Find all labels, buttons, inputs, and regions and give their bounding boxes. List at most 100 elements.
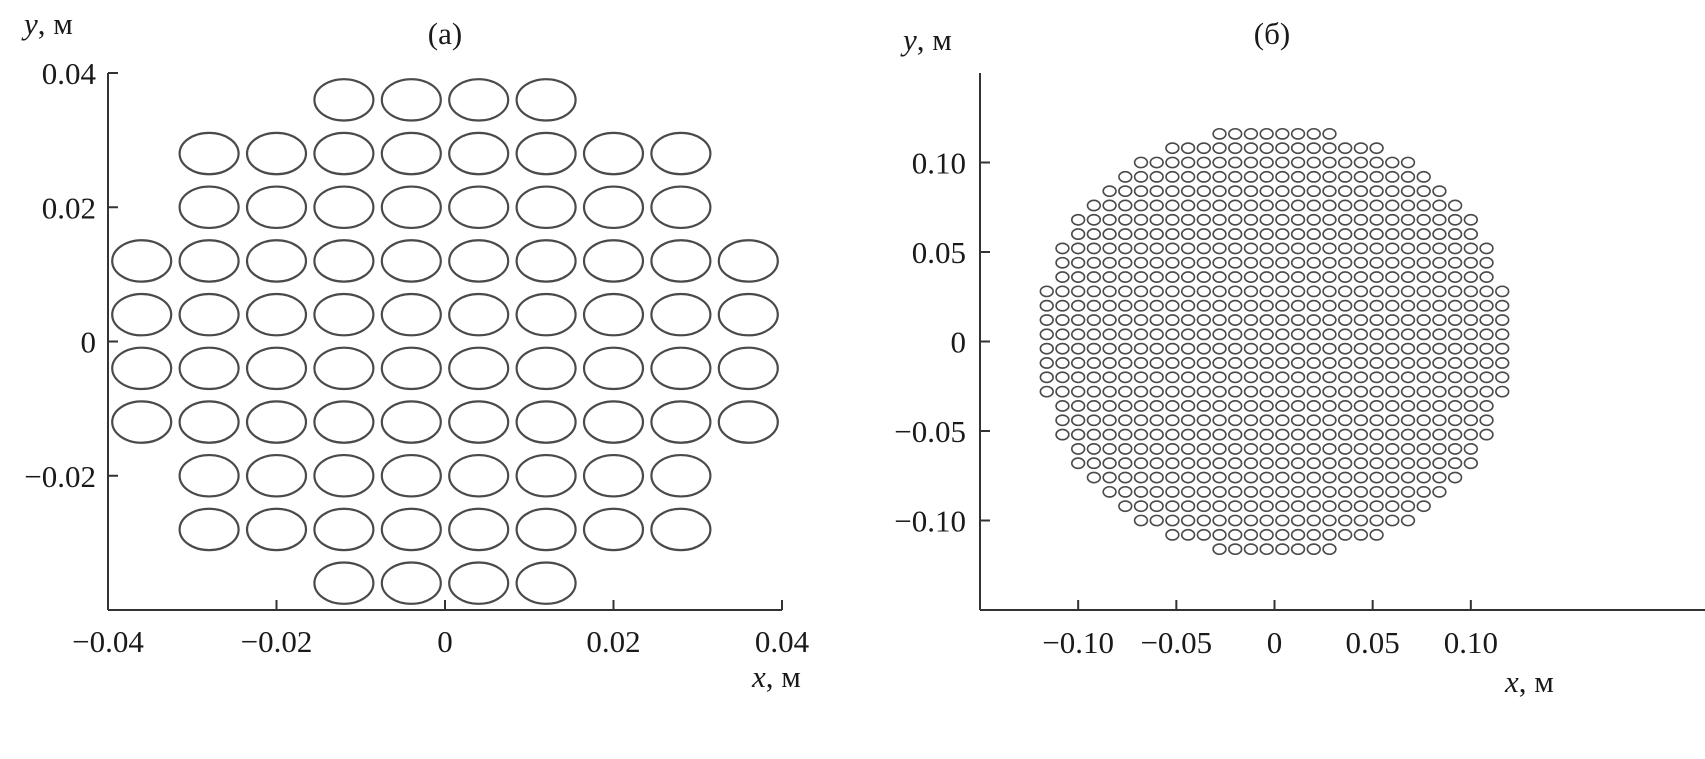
data-point	[1228, 156, 1243, 169]
data-point	[1133, 170, 1149, 183]
data-point	[515, 239, 577, 283]
data-point	[1479, 256, 1494, 269]
data-point	[1243, 170, 1259, 183]
data-point	[1243, 543, 1259, 556]
data-point	[1243, 414, 1259, 427]
data-point	[1243, 242, 1259, 255]
data-point	[1259, 457, 1274, 470]
data-point	[582, 239, 645, 283]
data-point	[1228, 185, 1243, 198]
data-point	[1180, 457, 1196, 470]
data-point	[1322, 485, 1337, 498]
data-point	[1322, 256, 1337, 269]
data-point	[1243, 500, 1259, 513]
data-point	[1447, 400, 1463, 412]
data-point	[1228, 170, 1243, 183]
data-point	[1306, 471, 1321, 484]
data-point	[1447, 199, 1463, 212]
data-point	[1180, 342, 1196, 355]
data-point	[1259, 371, 1274, 384]
data-point	[1479, 328, 1494, 341]
data-point	[1180, 256, 1196, 269]
data-point	[1149, 328, 1164, 341]
data-point	[1196, 199, 1212, 212]
data-point	[1385, 400, 1400, 412]
data-point	[1228, 471, 1243, 484]
data-point	[1259, 271, 1274, 283]
data-point	[1432, 328, 1447, 341]
data-point	[1275, 314, 1290, 326]
data-point	[1337, 471, 1353, 484]
data-point	[1369, 328, 1384, 341]
data-point	[717, 239, 779, 283]
data-point	[1322, 400, 1337, 412]
data-point	[1102, 271, 1117, 283]
data-point	[1243, 428, 1259, 441]
data-point	[1102, 256, 1117, 269]
data-point	[1416, 170, 1431, 183]
data-point	[1290, 357, 1306, 369]
data-point	[1259, 428, 1274, 441]
data-point	[1243, 213, 1259, 226]
data-point	[1400, 299, 1416, 312]
data-point	[1447, 357, 1463, 369]
x-tick-label: −0.04	[72, 624, 144, 659]
data-point	[1416, 442, 1431, 455]
data-point	[1400, 228, 1416, 241]
data-point	[1055, 357, 1070, 369]
data-point	[1479, 428, 1494, 441]
data-point	[1133, 342, 1149, 355]
data-point	[1479, 342, 1494, 355]
x-tick-label: −0.02	[241, 624, 313, 659]
data-point	[1290, 242, 1306, 255]
data-point	[1149, 400, 1164, 412]
data-point	[1243, 400, 1259, 412]
data-point	[1479, 299, 1494, 312]
data-point	[1118, 428, 1133, 441]
data-point	[1275, 500, 1290, 513]
data-point	[1149, 271, 1164, 283]
data-point	[1196, 500, 1212, 513]
data-point	[1337, 142, 1353, 155]
data-point	[1228, 385, 1243, 398]
data-point	[1447, 285, 1463, 298]
data-point	[1322, 414, 1337, 427]
data-point	[448, 561, 510, 605]
data-point	[1479, 285, 1494, 298]
data-point	[1353, 385, 1369, 398]
data-point	[1306, 299, 1321, 312]
data-point	[1385, 357, 1400, 369]
data-point	[1133, 156, 1149, 169]
data-point	[1447, 342, 1463, 355]
data-point	[313, 239, 375, 283]
data-point	[380, 507, 442, 552]
data-point	[1180, 314, 1196, 326]
data-point	[1432, 242, 1447, 255]
data-point	[1243, 528, 1259, 541]
data-point	[1369, 228, 1384, 241]
y-tick-label: −0.02	[24, 459, 96, 494]
data-point	[1432, 414, 1447, 427]
data-point	[1275, 242, 1290, 255]
data-point	[1353, 256, 1369, 269]
data-point	[582, 400, 645, 444]
data-point	[1039, 314, 1054, 326]
data-point	[650, 292, 712, 337]
data-point	[1055, 371, 1070, 384]
data-point	[1416, 414, 1431, 427]
data-point	[1196, 357, 1212, 369]
data-point	[1400, 242, 1416, 255]
data-point	[1070, 271, 1086, 283]
data-point	[1275, 385, 1290, 398]
data-point	[1243, 371, 1259, 384]
data-point	[1337, 199, 1353, 212]
data-point	[1416, 271, 1431, 283]
data-point	[1180, 385, 1196, 398]
data-point	[1447, 457, 1463, 470]
data-point	[448, 292, 510, 337]
data-point	[1322, 242, 1337, 255]
data-point	[1212, 357, 1227, 369]
data-point	[1259, 256, 1274, 269]
data-point	[1369, 285, 1384, 298]
data-point	[1180, 528, 1196, 541]
